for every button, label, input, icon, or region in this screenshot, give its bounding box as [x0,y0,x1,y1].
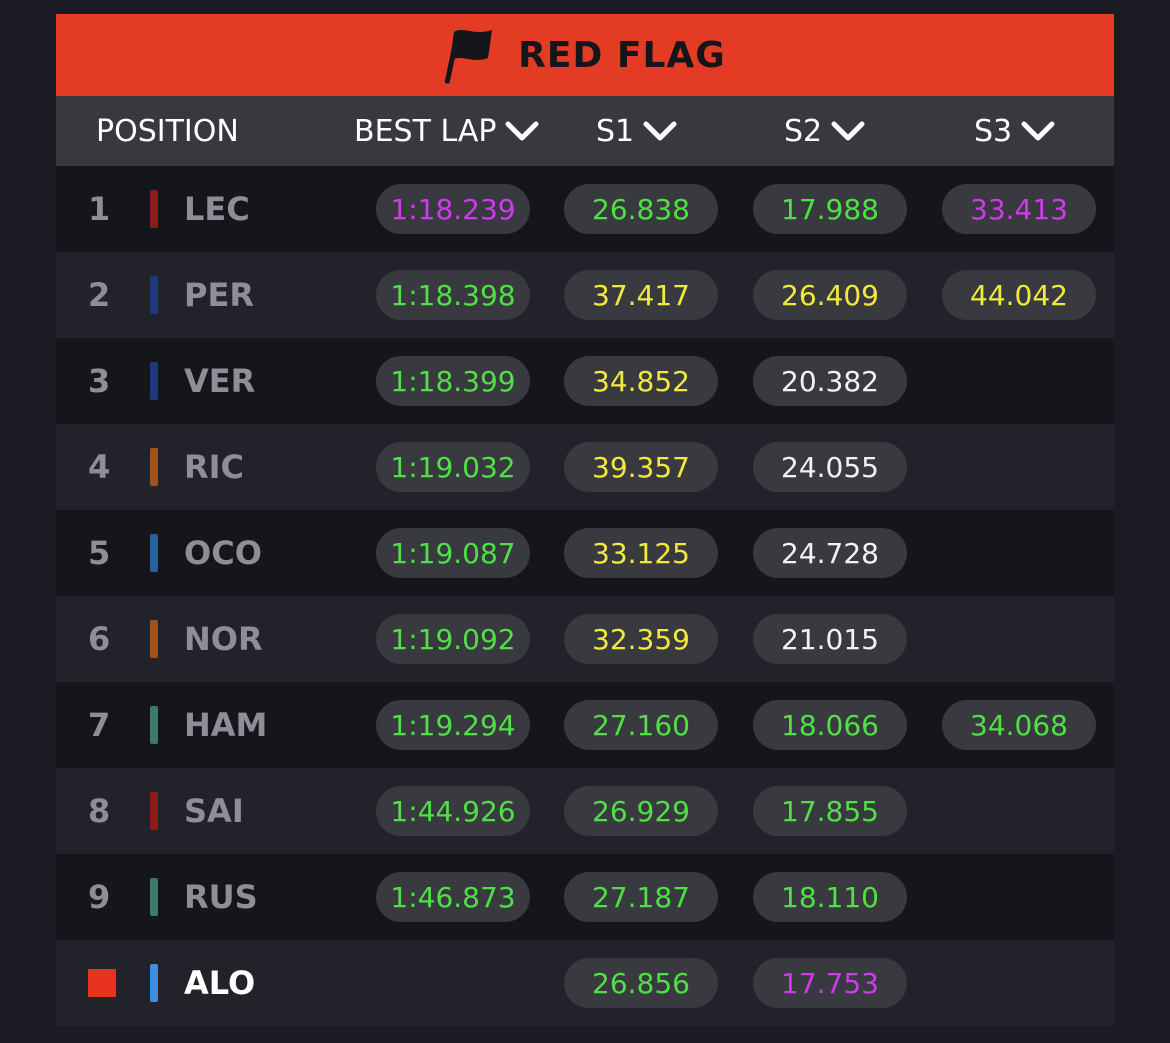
header-position: POSITION [96,96,239,166]
team-color-bar [150,964,158,1002]
best-lap-time: 1:19.032 [376,442,530,492]
driver-code: PER [184,276,254,314]
driver-code: OCO [184,534,262,572]
position-number: 1 [88,190,111,228]
sort-s1-button[interactable]: S1 [596,96,678,166]
position-number: 4 [88,448,111,486]
sector2-time: 26.409 [753,270,907,320]
chevron-down-icon [643,121,677,141]
position-number: 9 [88,878,111,916]
team-color-bar [150,792,158,830]
sector2-time: 17.988 [753,184,907,234]
chevron-down-icon [831,121,865,141]
header-s3-label: S3 [974,113,1013,149]
sector2-time: 21.015 [753,614,907,664]
column-header: POSITION BEST LAP S1 S2 S3 [56,96,1114,166]
best-lap-time: 1:19.294 [376,700,530,750]
table-row[interactable]: 1 LEC 1:18.239 26.838 17.988 33.413 [56,166,1114,252]
driver-code: RIC [184,448,245,486]
chevron-down-icon [505,121,539,141]
sort-s3-button[interactable]: S3 [974,96,1056,166]
driver-code: LEC [184,190,250,228]
sector3-time: 33.413 [942,184,1096,234]
sort-s2-button[interactable]: S2 [784,96,866,166]
sector2-time: 18.066 [753,700,907,750]
sector1-time: 34.852 [564,356,718,406]
best-lap-time: 1:44.926 [376,786,530,836]
table-row[interactable]: 9 RUS 1:46.873 27.187 18.110 [56,854,1114,940]
table-row[interactable]: 8 SAI 1:44.926 26.929 17.855 [56,768,1114,854]
sector1-time: 37.417 [564,270,718,320]
team-color-bar [150,362,158,400]
best-lap-time: 1:46.873 [376,872,530,922]
driver-code: NOR [184,620,263,658]
best-lap-time: 1:18.399 [376,356,530,406]
sector1-time: 39.357 [564,442,718,492]
table-row[interactable]: 5 OCO 1:19.087 33.125 24.728 [56,510,1114,596]
sector1-time: 33.125 [564,528,718,578]
red-square-icon [88,969,116,997]
sector1-time: 32.359 [564,614,718,664]
driver-rows: 1 LEC 1:18.239 26.838 17.988 33.413 2 PER 1:18.3… [56,166,1114,1026]
table-row[interactable]: 4 RIC 1:19.032 39.357 24.055 [56,424,1114,510]
table-row[interactable]: ALO 26.856 17.753 [56,940,1114,1026]
position-number: 6 [88,620,111,658]
sector2-time: 24.728 [753,528,907,578]
driver-code: HAM [184,706,268,744]
banner-title: RED FLAG [518,34,726,76]
header-s2-label: S2 [784,113,823,149]
sort-best-lap-button[interactable]: BEST LAP [354,96,540,166]
sector2-time: 17.753 [753,958,907,1008]
best-lap-time: 1:19.087 [376,528,530,578]
sector3-time: 44.042 [942,270,1096,320]
sector1-time: 26.838 [564,184,718,234]
sector2-time: 17.855 [753,786,907,836]
team-color-bar [150,706,158,744]
team-color-bar [150,534,158,572]
position-number: 2 [88,276,111,314]
table-row[interactable]: 2 PER 1:18.398 37.417 26.409 44.042 [56,252,1114,338]
best-lap-time: 1:18.398 [376,270,530,320]
sector1-time: 26.856 [564,958,718,1008]
team-color-bar [150,276,158,314]
driver-code: ALO [184,964,256,1002]
driver-code: VER [184,362,256,400]
team-color-bar [150,448,158,486]
position-number: 8 [88,792,111,830]
position-number: 5 [88,534,111,572]
header-best-lap-label: BEST LAP [354,113,497,149]
sector3-time: 34.068 [942,700,1096,750]
sector1-time: 27.187 [564,872,718,922]
flag-icon [444,30,493,84]
table-row[interactable]: 7 HAM 1:19.294 27.160 18.066 34.068 [56,682,1114,768]
sector2-time: 20.382 [753,356,907,406]
sector1-time: 26.929 [564,786,718,836]
driver-code: SAI [184,792,244,830]
red-flag-banner: RED FLAG [56,14,1114,96]
position-number: 7 [88,706,111,744]
best-lap-time: 1:18.239 [376,184,530,234]
team-color-bar [150,620,158,658]
team-color-bar [150,878,158,916]
header-s1-label: S1 [596,113,635,149]
timing-board: RED FLAG POSITION BEST LAP S1 S2 S3 1 LEC… [56,14,1114,1026]
chevron-down-icon [1021,121,1055,141]
team-color-bar [150,190,158,228]
table-row[interactable]: 3 VER 1:18.399 34.852 20.382 [56,338,1114,424]
header-position-label: POSITION [96,113,239,149]
driver-code: RUS [184,878,258,916]
position-number: 3 [88,362,111,400]
table-row[interactable]: 6 NOR 1:19.092 32.359 21.015 [56,596,1114,682]
best-lap-time: 1:19.092 [376,614,530,664]
sector2-time: 18.110 [753,872,907,922]
sector2-time: 24.055 [753,442,907,492]
sector1-time: 27.160 [564,700,718,750]
